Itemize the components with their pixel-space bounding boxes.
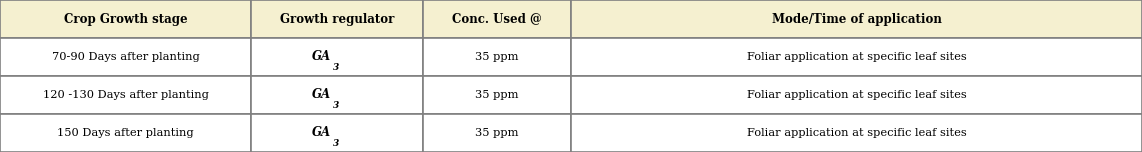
FancyBboxPatch shape — [423, 38, 571, 76]
Text: Foliar application at specific leaf sites: Foliar application at specific leaf site… — [747, 90, 966, 100]
Text: 150 Days after planting: 150 Days after planting — [57, 128, 194, 138]
Text: 35 ppm: 35 ppm — [475, 90, 518, 100]
FancyBboxPatch shape — [423, 114, 571, 152]
Text: Foliar application at specific leaf sites: Foliar application at specific leaf site… — [747, 128, 966, 138]
Text: GA: GA — [312, 50, 331, 64]
FancyBboxPatch shape — [571, 76, 1142, 114]
Text: 70-90 Days after planting: 70-90 Days after planting — [51, 52, 200, 62]
FancyBboxPatch shape — [571, 38, 1142, 76]
FancyBboxPatch shape — [251, 38, 423, 76]
Text: 35 ppm: 35 ppm — [475, 128, 518, 138]
FancyBboxPatch shape — [423, 76, 571, 114]
FancyBboxPatch shape — [251, 76, 423, 114]
Text: 3: 3 — [333, 101, 339, 110]
Text: Conc. Used @: Conc. Used @ — [452, 12, 541, 26]
Text: GA: GA — [312, 126, 331, 140]
Text: GA: GA — [312, 88, 331, 102]
FancyBboxPatch shape — [0, 76, 251, 114]
FancyBboxPatch shape — [0, 38, 251, 76]
FancyBboxPatch shape — [0, 0, 251, 38]
FancyBboxPatch shape — [423, 0, 571, 38]
FancyBboxPatch shape — [251, 0, 423, 38]
Text: 120 -130 Days after planting: 120 -130 Days after planting — [42, 90, 209, 100]
FancyBboxPatch shape — [0, 114, 251, 152]
FancyBboxPatch shape — [571, 114, 1142, 152]
Text: Growth regulator: Growth regulator — [280, 12, 394, 26]
Text: Foliar application at specific leaf sites: Foliar application at specific leaf site… — [747, 52, 966, 62]
Text: 35 ppm: 35 ppm — [475, 52, 518, 62]
Text: 3: 3 — [333, 63, 339, 72]
FancyBboxPatch shape — [251, 114, 423, 152]
Text: Mode/Time of application: Mode/Time of application — [772, 12, 941, 26]
Text: Crop Growth stage: Crop Growth stage — [64, 12, 187, 26]
Text: 3: 3 — [333, 139, 339, 148]
FancyBboxPatch shape — [571, 0, 1142, 38]
